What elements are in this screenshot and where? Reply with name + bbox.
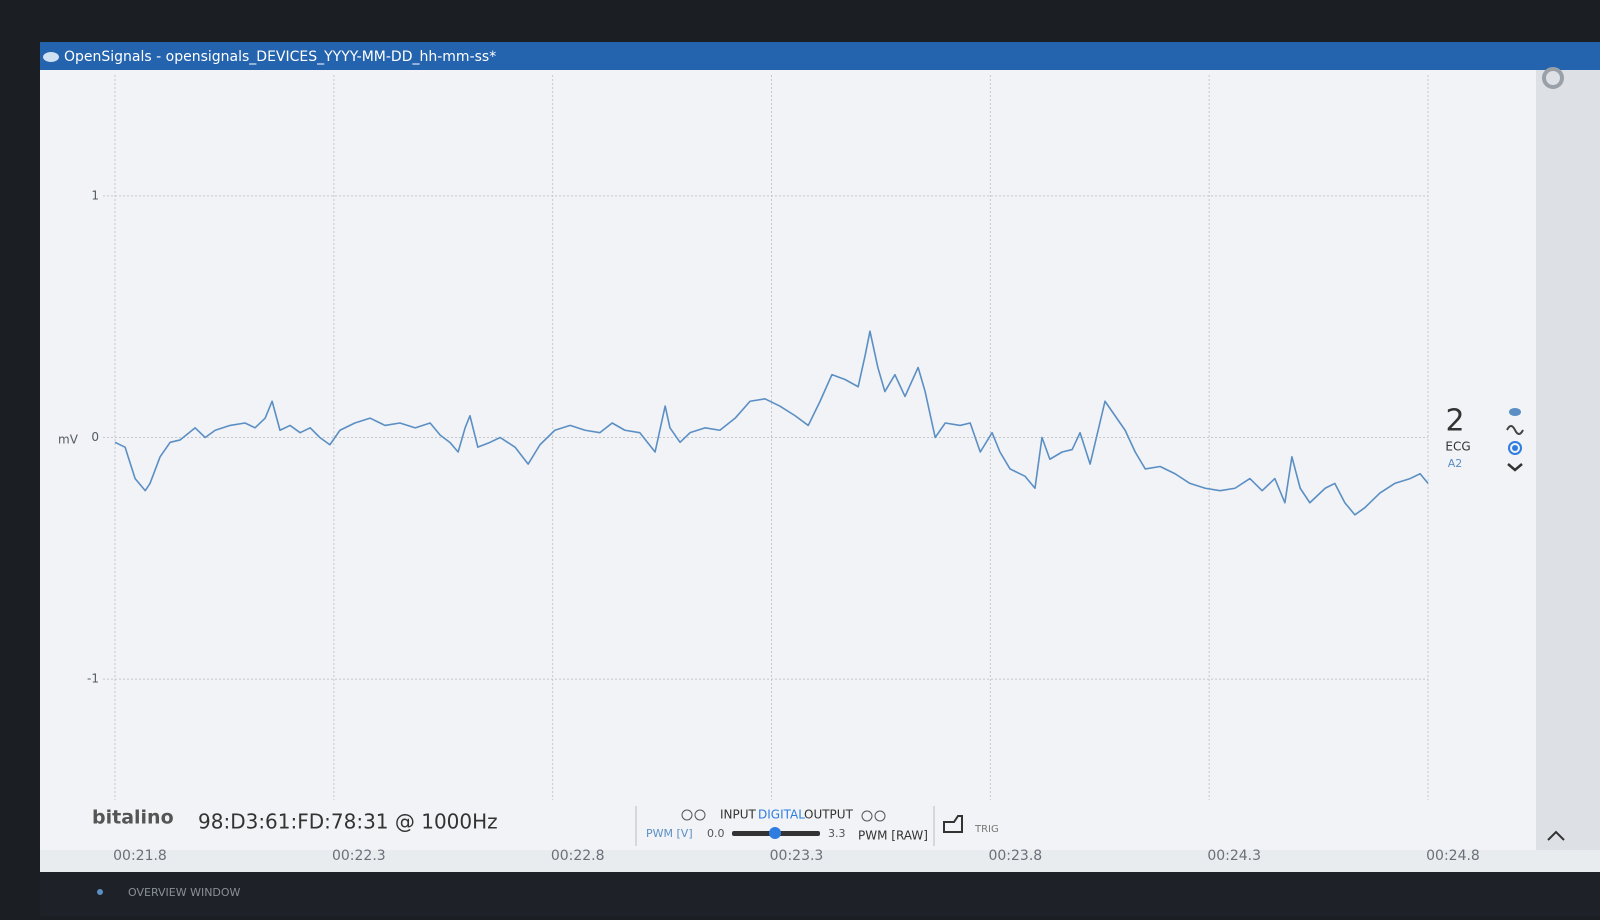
record-toggle[interactable] <box>1508 441 1522 455</box>
channel-port: A2 <box>1448 457 1463 470</box>
x-tick-label: 00:24.3 <box>1207 848 1261 864</box>
channel-number: 2 <box>1445 404 1464 439</box>
x-tick-label: 00:22.8 <box>551 848 605 864</box>
side-panel <box>1536 70 1600 850</box>
trigger-label: TRIG <box>974 824 999 835</box>
window-title: OpenSignals - opensignals_DEVICES_YYYY-M… <box>64 49 496 65</box>
output-label: OUTPUT <box>804 808 854 822</box>
overview-bar <box>40 872 1600 916</box>
axes: -1 0 1 00:21.8 00:22.3 00:22.8 00:23.3 00:23.8 0… <box>87 75 1480 864</box>
x-tick-label: 00:22.3 <box>332 848 386 864</box>
input-label: INPUT <box>720 808 757 822</box>
pwm-v-label: PWM [V] <box>646 827 693 840</box>
title-bar <box>40 42 1600 70</box>
visibility-toggle[interactable] <box>1509 408 1521 416</box>
input-led <box>694 809 706 821</box>
settings-button[interactable] <box>1542 67 1564 89</box>
x-tick-label: 00:23.8 <box>988 848 1042 864</box>
trigger-button[interactable] <box>943 815 963 833</box>
channel-sensor: ECG <box>1445 440 1470 454</box>
record-dot <box>1512 445 1518 451</box>
overview-label[interactable]: OVERVIEW WINDOW <box>128 886 241 899</box>
pwm-max-label: 3.3 <box>828 827 846 840</box>
x-tick-label: 00:24.8 <box>1426 848 1480 864</box>
plot-panel <box>40 70 1536 850</box>
pwm-slider-thumb[interactable] <box>769 827 781 839</box>
y-tick-label: -1 <box>87 672 99 686</box>
pwm-min-label: 0.0 <box>707 827 725 840</box>
device-info: 98:D3:61:FD:78:31 @ 1000Hz <box>198 810 498 834</box>
collapse-button[interactable] <box>1547 830 1565 841</box>
y-axis-label: mV <box>58 433 79 447</box>
ecg-line <box>114 330 1429 516</box>
x-tick-label: 00:21.8 <box>113 848 167 864</box>
app-icon <box>43 52 59 62</box>
y-tick-label: 0 <box>91 430 99 444</box>
signal-toggle[interactable] <box>1506 425 1524 435</box>
x-tick-label: 00:23.3 <box>770 848 824 864</box>
pwm-raw-label: PWM [RAW] <box>858 829 928 843</box>
input-led <box>681 809 693 821</box>
output-toggle[interactable] <box>874 810 886 822</box>
expand-button[interactable] <box>1507 463 1523 472</box>
brand-logo: bitalino <box>92 807 174 829</box>
digital-label: DIGITAL <box>758 808 805 822</box>
y-tick-label: 1 <box>91 188 99 202</box>
overview-icon <box>97 889 103 895</box>
output-toggle[interactable] <box>861 810 873 822</box>
